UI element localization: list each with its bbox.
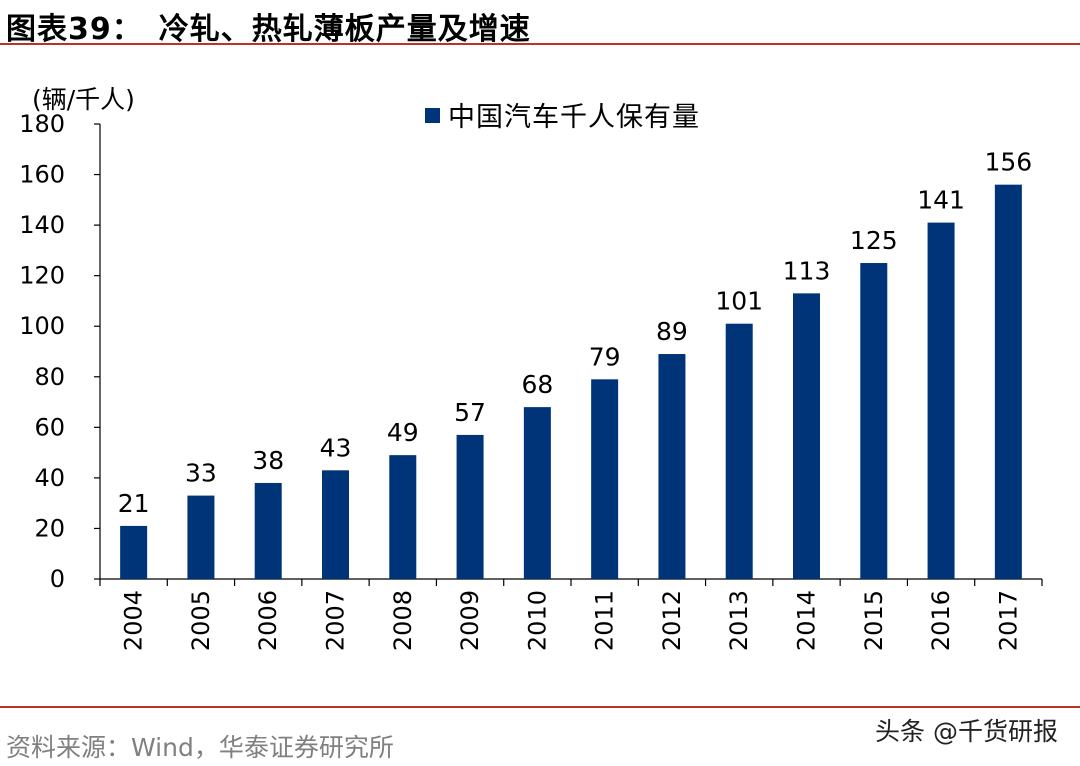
y-axis-unit-label: (辆/千人) (32, 85, 135, 114)
data-label-2008: 49 (387, 418, 419, 447)
y-tick-label: 180 (19, 110, 65, 138)
legend-swatch (425, 108, 440, 123)
data-label-2011: 79 (589, 342, 621, 371)
data-label-2013: 101 (715, 287, 763, 316)
data-label-2007: 43 (320, 433, 352, 462)
data-label-2009: 57 (454, 398, 486, 427)
bar-2010 (523, 407, 551, 579)
x-tick-label-2008: 2008 (389, 590, 417, 651)
chart-title: 图表39： 冷轧、热轧薄板产量及增速 (6, 12, 531, 47)
y-tick-label: 140 (19, 211, 65, 239)
data-label-2010: 68 (521, 370, 553, 399)
bar-2009 (456, 434, 484, 579)
bars (120, 184, 1022, 580)
legend-label: 中国汽车千人保有量 (448, 102, 700, 133)
bar-chart: (辆/千人) 中国汽车千人保有量 0 20 40 60 80 100 120 140 160 18… (19, 85, 1043, 651)
bar-2011 (591, 379, 619, 579)
data-label-2004: 21 (118, 489, 150, 518)
data-label-2016: 141 (917, 186, 965, 215)
data-label-2012: 89 (656, 317, 688, 346)
y-axis: 0 20 40 60 80 100 120 140 160 180 (19, 110, 101, 593)
bar-2006 (254, 482, 282, 579)
data-label-2014: 113 (783, 256, 831, 285)
data-label-2006: 38 (252, 446, 284, 475)
data-label-2017: 156 (984, 148, 1032, 177)
legend: 中国汽车千人保有量 (425, 102, 700, 133)
x-tick-label-2015: 2015 (860, 590, 888, 651)
bar-2015 (860, 263, 888, 579)
x-tick-label-2004: 2004 (120, 590, 148, 651)
y-tick-label: 0 (50, 565, 65, 593)
x-tick-label-2011: 2011 (591, 590, 619, 651)
bar-2008 (389, 455, 417, 579)
bar-2005 (187, 495, 215, 579)
bar-2004 (120, 525, 148, 579)
bar-2017 (994, 184, 1022, 579)
y-tick-label: 120 (19, 262, 65, 290)
x-axis: 2004 2005 2006 2007 2008 2009 2010 2011 2012 2013… (99, 578, 1043, 651)
x-tick-label-2005: 2005 (187, 590, 215, 651)
data-label-2015: 125 (850, 226, 898, 255)
x-tick-label-2010: 2010 (523, 590, 551, 651)
y-tick-label: 40 (34, 464, 65, 492)
bottom-divider (0, 706, 1080, 708)
bar-2014 (793, 293, 820, 579)
y-tick-label: 20 (34, 514, 65, 542)
bar-2016 (927, 222, 955, 580)
y-tick-label: 100 (19, 312, 65, 340)
y-tick-label: 60 (34, 413, 65, 441)
x-tick-label-2016: 2016 (927, 590, 955, 651)
x-tick-label-2009: 2009 (456, 590, 484, 651)
x-tick-label-2007: 2007 (322, 590, 350, 651)
bar-2007 (322, 470, 349, 579)
y-tick-label: 80 (34, 363, 65, 391)
source-note: 资料来源：Wind，华泰证券研究所 (6, 733, 394, 762)
x-tick-label-2012: 2012 (658, 590, 686, 651)
data-label-2005: 33 (185, 459, 217, 488)
data-labels: 21 33 38 43 49 57 68 79 89 101 113 125 141 156 (118, 148, 1032, 518)
top-divider (0, 43, 1080, 45)
bar-2012 (658, 354, 686, 579)
x-tick-label-2017: 2017 (994, 590, 1022, 651)
x-tick-label-2006: 2006 (254, 590, 282, 651)
y-tick-label: 160 (19, 161, 65, 189)
bar-2013 (725, 323, 753, 579)
x-tick-label-2014: 2014 (793, 590, 821, 651)
watermark: 头条 @千货研报 (875, 717, 1058, 746)
x-tick-label-2013: 2013 (725, 590, 753, 651)
